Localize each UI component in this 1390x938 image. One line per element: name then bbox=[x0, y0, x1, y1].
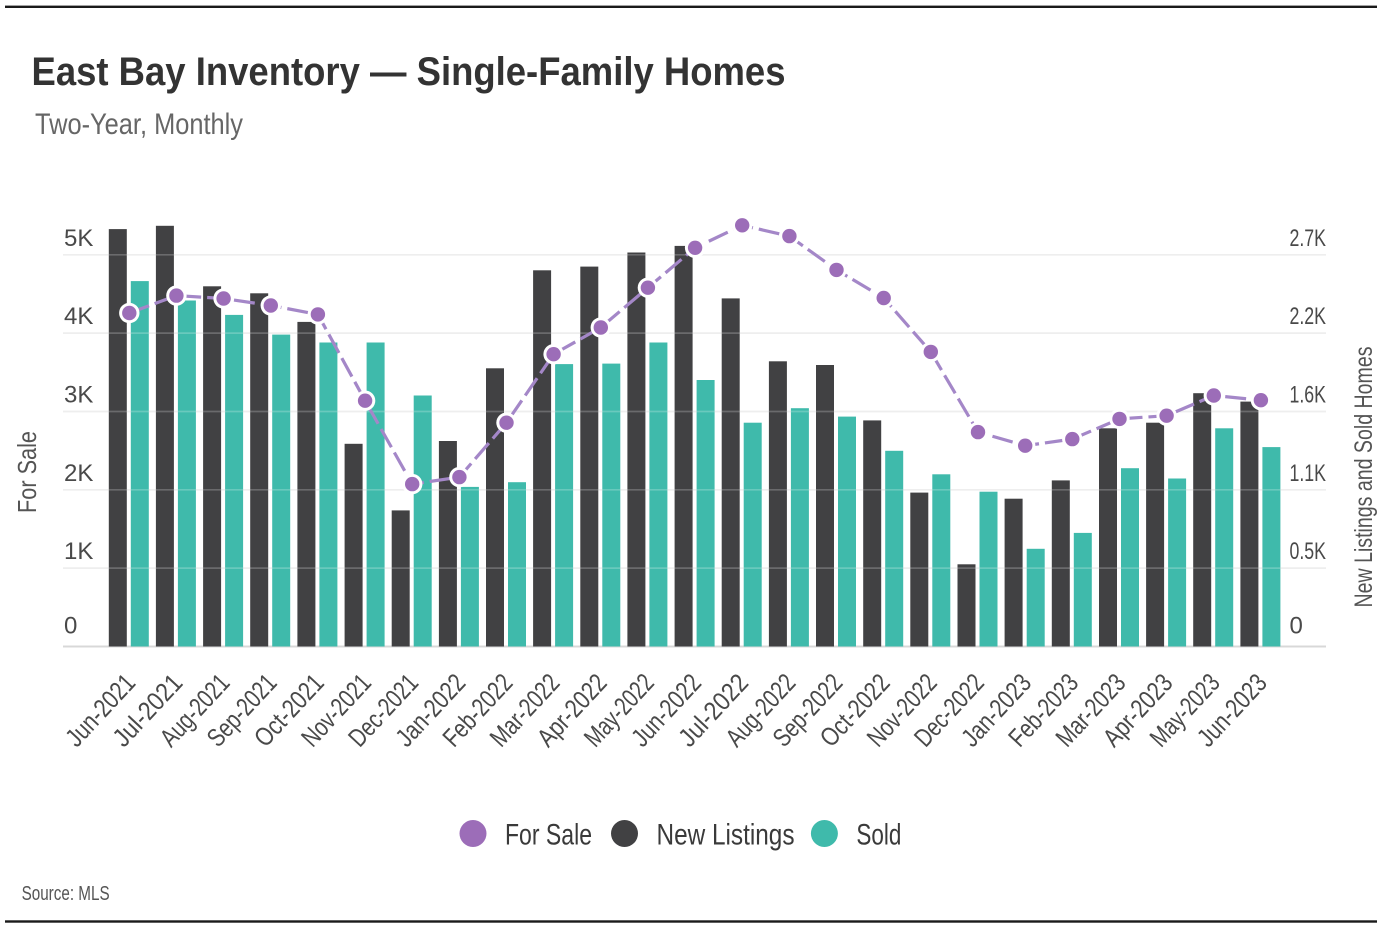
svg-text:Sold: Sold bbox=[856, 819, 901, 852]
svg-text:East Bay Inventory — Single-Fa: East Bay Inventory — Single-Family Homes bbox=[32, 50, 786, 94]
svg-text:0.5K: 0.5K bbox=[1290, 538, 1327, 565]
svg-text:2.7K: 2.7K bbox=[1290, 225, 1327, 252]
svg-text:New Listings: New Listings bbox=[657, 819, 795, 852]
svg-text:1K: 1K bbox=[64, 538, 93, 565]
svg-text:5K: 5K bbox=[64, 225, 93, 252]
svg-text:1.1K: 1.1K bbox=[1290, 460, 1327, 487]
svg-text:3K: 3K bbox=[64, 382, 93, 409]
svg-text:4K: 4K bbox=[64, 303, 93, 330]
svg-text:For Sale: For Sale bbox=[12, 431, 42, 513]
svg-text:0: 0 bbox=[1290, 613, 1303, 640]
svg-text:2K: 2K bbox=[64, 460, 93, 487]
svg-text:0: 0 bbox=[64, 613, 77, 640]
svg-text:For Sale: For Sale bbox=[505, 819, 592, 852]
svg-text:1.6K: 1.6K bbox=[1290, 382, 1327, 409]
svg-text:2.2K: 2.2K bbox=[1290, 303, 1327, 330]
svg-text:Source: MLS: Source: MLS bbox=[22, 883, 110, 905]
svg-text:New Listings and Sold Homes: New Listings and Sold Homes bbox=[1350, 347, 1378, 608]
svg-text:Two-Year, Monthly: Two-Year, Monthly bbox=[35, 108, 243, 141]
